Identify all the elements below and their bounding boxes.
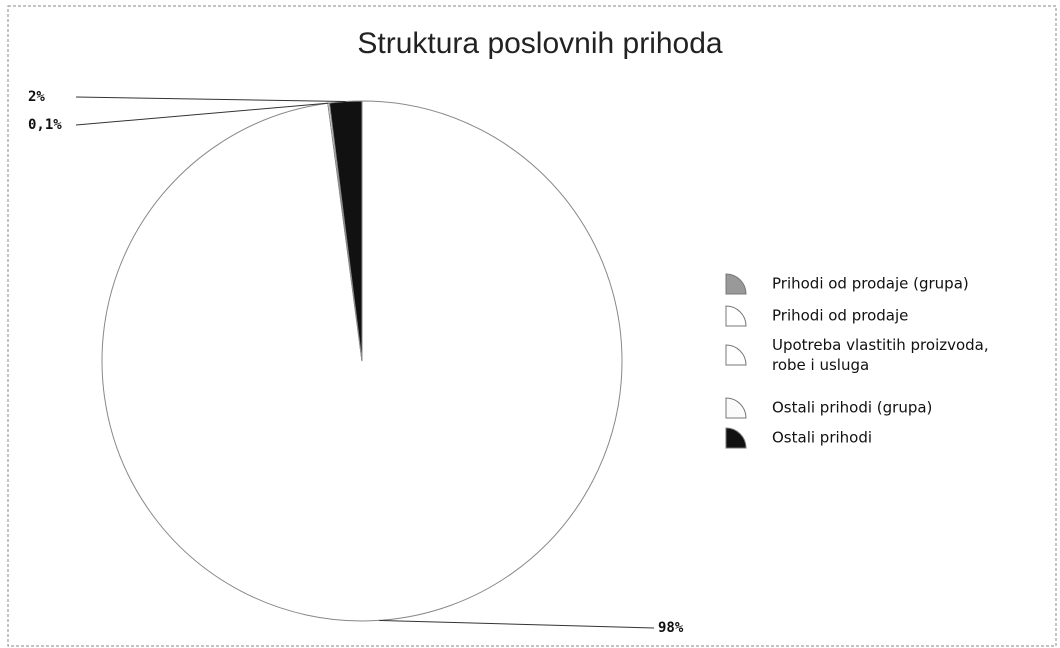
legend-icon <box>725 344 747 366</box>
data-label: 0,1% <box>28 117 62 133</box>
leader-line <box>75 96 346 103</box>
legend-icon <box>725 305 747 327</box>
legend-icon <box>725 427 747 449</box>
pie-slice <box>328 100 363 362</box>
data-label: 98% <box>658 620 684 636</box>
data-label: 2% <box>28 89 45 105</box>
legend-icon <box>725 273 747 295</box>
legend-label: Prihodi od prodaje (grupa) <box>772 275 969 293</box>
legend-label: Prihodi od prodaje <box>772 307 908 325</box>
legend-label: Upotreba vlastitih proizvoda, robe i uslu… <box>772 336 989 374</box>
leader-line <box>75 102 329 126</box>
legend-label: Ostali prihodi (grupa) <box>772 399 932 417</box>
legend-icon <box>725 397 747 419</box>
legend-label: Ostali prihodi <box>772 429 872 447</box>
chart-title: Struktura poslovnih prihoda <box>357 27 723 60</box>
leader-line <box>379 619 655 629</box>
